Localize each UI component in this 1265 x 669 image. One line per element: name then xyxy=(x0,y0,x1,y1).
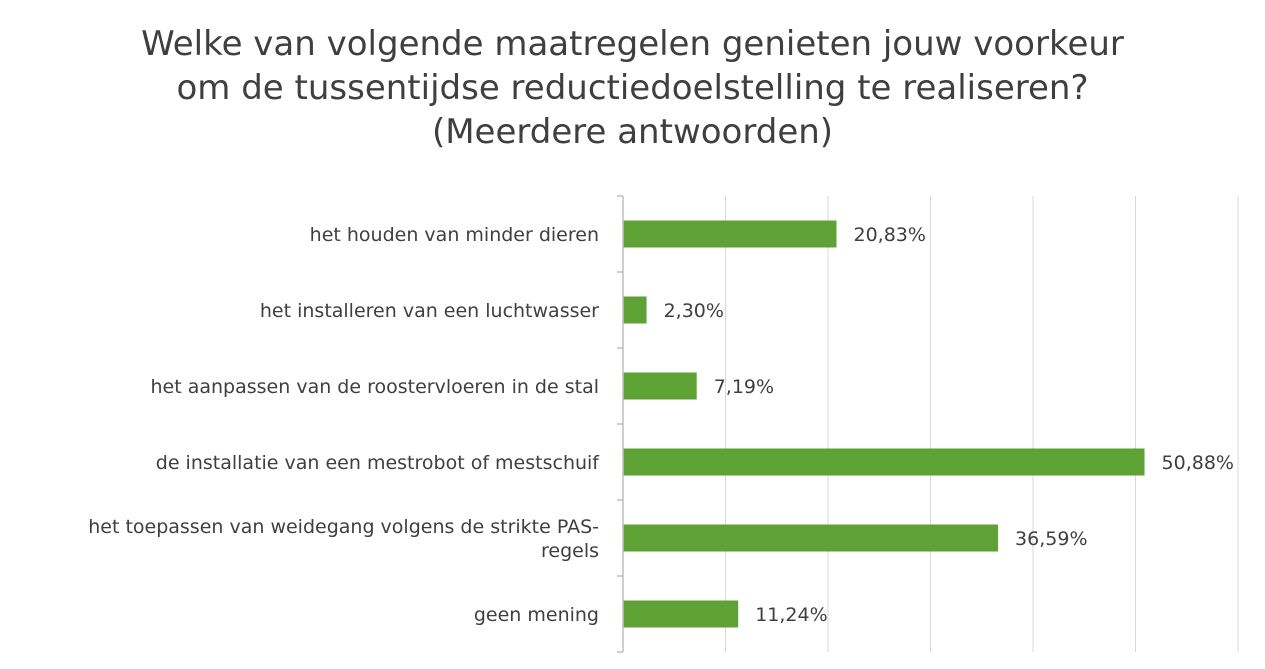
category-label-line: de installatie van een mestrobot of mest… xyxy=(156,452,601,474)
category-label: het houden van minder dieren xyxy=(310,224,599,246)
bar xyxy=(623,220,837,248)
data-label: 36,59% xyxy=(1015,528,1087,550)
category-label-line: het installeren van een luchtwasser xyxy=(260,300,599,322)
data-label: 11,24% xyxy=(755,604,827,626)
category-label-line: het houden van minder dieren xyxy=(310,224,599,246)
chart-title: Welke van volgende maatregelen genieten … xyxy=(0,22,1265,154)
category-label: het aanpassen van de roostervloeren in d… xyxy=(151,376,600,398)
category-axis xyxy=(617,195,624,653)
bars xyxy=(623,220,1145,628)
category-label-line: het aanpassen van de roostervloeren in d… xyxy=(151,376,600,398)
bar xyxy=(623,372,697,400)
category-labels: het houden van minder dieren het installe… xyxy=(88,224,600,626)
chart-title-line-3: (Meerdere antwoorden) xyxy=(431,112,834,152)
bar xyxy=(623,600,739,628)
category-label: de installatie van een mestrobot of mest… xyxy=(156,452,601,474)
bar xyxy=(623,524,999,552)
category-label-line: het toepassen van weidegang volgens de s… xyxy=(88,516,599,538)
data-label: 20,83% xyxy=(854,224,926,246)
chart-title-line-1: Welke van volgende maatregelen genieten … xyxy=(141,24,1124,64)
data-label: 2,30% xyxy=(664,300,724,322)
data-label: 50,88% xyxy=(1162,452,1234,474)
category-label: het installeren van een luchtwasser xyxy=(260,300,599,322)
category-label-line: regels xyxy=(541,540,599,562)
data-labels: 20,83% 2,30% 7,19% 50,88% 36,59% 11,24% xyxy=(664,224,1234,626)
category-label-line: geen mening xyxy=(474,604,599,626)
category-label: geen mening xyxy=(474,604,599,626)
chart-title-line-2: om de tussentijdse reductiedoelstelling … xyxy=(176,68,1089,108)
bar xyxy=(623,448,1145,476)
gridlines xyxy=(725,196,1239,652)
category-label: het toepassen van weidegang volgens de s… xyxy=(88,516,599,562)
data-label: 7,19% xyxy=(714,376,774,398)
bar xyxy=(623,296,647,324)
